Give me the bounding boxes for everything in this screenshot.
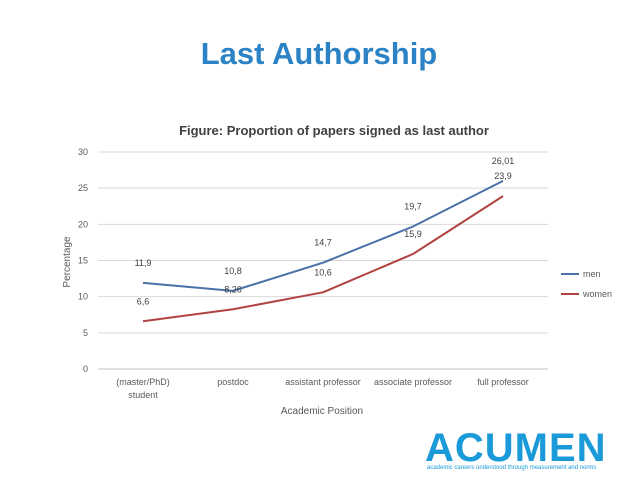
y-tick-label: 5	[83, 328, 88, 338]
y-tick-label: 15	[78, 256, 88, 266]
data-label-men: 11,9	[135, 258, 152, 268]
x-axis-title: Academic Position	[281, 406, 363, 417]
x-tick-label: (master/PhD) student	[116, 377, 170, 400]
y-tick-label: 25	[78, 183, 88, 193]
gridlines	[98, 151, 548, 370]
y-tick-label: 0	[83, 364, 88, 374]
legend: men women	[561, 269, 612, 299]
x-axis-ticks: (master/PhD) student postdoc assistant prof…	[116, 377, 529, 400]
series-line-women	[142, 195, 504, 323]
series-lines	[142, 179, 504, 323]
x-tick-label: associate professor	[374, 377, 452, 387]
x-tick-label: full professor	[477, 377, 529, 387]
data-label-women: 10,6	[314, 267, 332, 277]
x-tick-label: assistant professor	[285, 377, 361, 387]
legend-label-women: women	[582, 289, 612, 299]
data-label-women: 6,6	[137, 296, 150, 306]
y-tick-label: 20	[78, 219, 88, 229]
data-label-women: 8,26	[224, 284, 242, 294]
acumen-logo: ACUMEN academic careers understood throu…	[425, 426, 635, 472]
y-axis-ticks: 0 5 10 15 20 25 30	[78, 147, 88, 374]
legend-label-men: men	[583, 269, 601, 279]
data-label-women: 23,9	[494, 171, 512, 181]
y-tick-label: 10	[78, 292, 88, 302]
logo-tagline: academic careers understood through meas…	[427, 465, 597, 471]
data-labels: 11,9 10,8 14,7 19,7 26,01 6,6 8,26 10,6 15,9 23,9	[135, 156, 515, 306]
y-axis-title: Percentage	[62, 236, 73, 288]
series-line-men	[142, 179, 504, 292]
x-tick-label: postdoc	[217, 377, 249, 387]
data-label-men: 10,8	[224, 266, 242, 276]
data-label-men: 19,7	[404, 202, 422, 212]
data-label-women: 15,9	[404, 229, 422, 239]
logo-wordmark: ACUMEN	[425, 426, 607, 470]
y-tick-label: 30	[78, 147, 88, 157]
data-label-men: 26,01	[492, 156, 515, 166]
data-label-men: 14,7	[314, 238, 332, 248]
slide-title: Last Authorship	[200, 36, 438, 71]
chart-title: Figure: Proportion of papers signed as l…	[179, 123, 489, 138]
